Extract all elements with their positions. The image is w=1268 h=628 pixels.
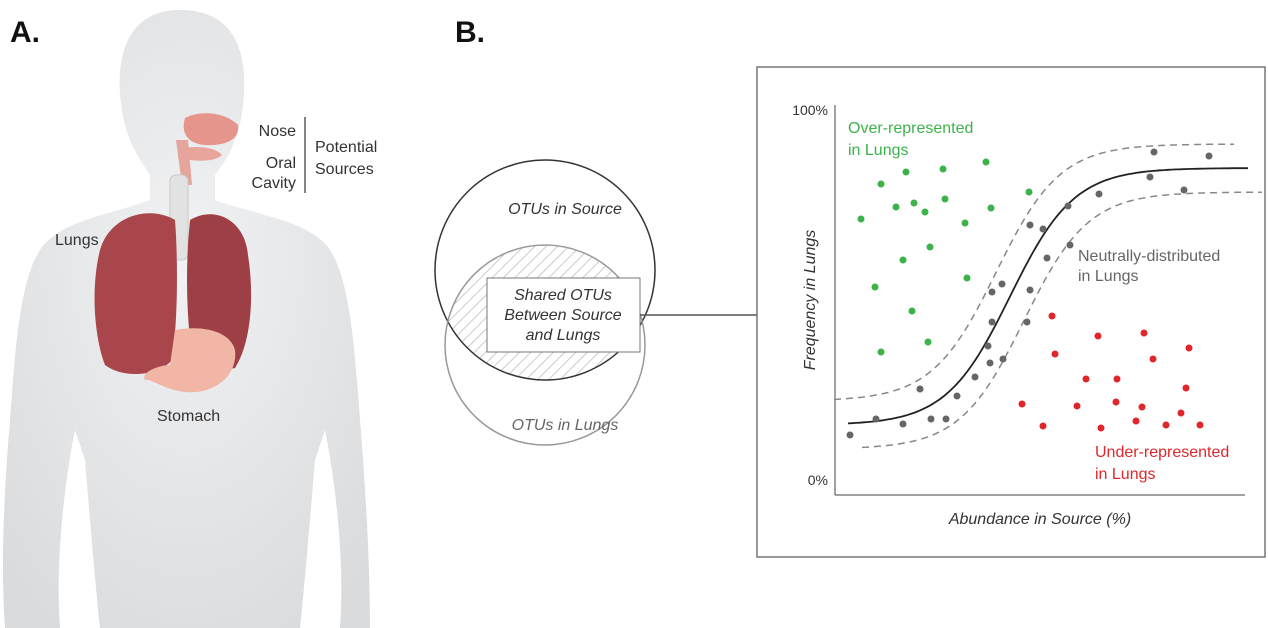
point <box>1040 226 1047 233</box>
y-tick-label: 0% <box>808 472 828 488</box>
point <box>917 386 924 393</box>
venn-label: OTUs in Source <box>508 201 622 218</box>
point <box>911 200 918 207</box>
point <box>922 209 929 216</box>
panel-label: A. <box>10 16 40 49</box>
point <box>1074 403 1081 410</box>
point <box>1197 422 1204 429</box>
point <box>925 339 932 346</box>
label-stomach: Stomach <box>157 408 220 425</box>
point <box>858 216 865 223</box>
group-label: in Lungs <box>1078 268 1139 285</box>
label-oral: Oral <box>266 155 296 172</box>
point <box>893 204 900 211</box>
point <box>900 257 907 264</box>
point <box>873 416 880 423</box>
point <box>1096 191 1103 198</box>
point <box>1133 418 1140 425</box>
point <box>1183 385 1190 392</box>
point <box>988 205 995 212</box>
point <box>1150 356 1157 363</box>
group-label: Under-represented <box>1095 444 1229 461</box>
point <box>989 319 996 326</box>
group-label: in Lungs <box>848 142 909 159</box>
venn-label: OTUs in Lungs <box>512 417 619 434</box>
point <box>964 275 971 282</box>
label-sources: Potential <box>315 139 377 156</box>
point <box>983 159 990 166</box>
label-lungs: Lungs <box>55 232 99 249</box>
point <box>1113 399 1120 406</box>
point <box>1044 255 1051 262</box>
point <box>1141 330 1148 337</box>
schematic-points <box>847 149 1213 439</box>
point <box>909 308 916 315</box>
panel-label: B. <box>455 16 485 49</box>
y-tick-label: 100% <box>792 102 828 118</box>
point <box>999 281 1006 288</box>
venn-shared: Between Source <box>504 307 622 324</box>
point <box>987 360 994 367</box>
point <box>1067 242 1074 249</box>
point <box>1114 376 1121 383</box>
point <box>1151 149 1158 156</box>
group-label: Neutrally-distributed <box>1078 248 1220 265</box>
body-illustration <box>3 10 370 628</box>
venn-shared: Shared OTUs <box>514 287 612 304</box>
confidence-band <box>834 144 1234 399</box>
point <box>1027 287 1034 294</box>
point <box>962 220 969 227</box>
point <box>1139 404 1146 411</box>
plot-frame <box>757 67 1265 557</box>
point <box>943 416 950 423</box>
point <box>903 169 910 176</box>
point <box>928 416 935 423</box>
label-oral: Cavity <box>252 175 296 192</box>
y-axis-title: Frequency in Lungs <box>802 230 819 371</box>
point <box>1065 203 1072 210</box>
point <box>1163 422 1170 429</box>
point <box>1095 333 1102 340</box>
point <box>940 166 947 173</box>
point <box>1083 376 1090 383</box>
point <box>1147 174 1154 181</box>
point <box>1019 401 1026 408</box>
label-nose: Nose <box>259 123 296 140</box>
point <box>972 374 979 381</box>
point <box>1186 345 1193 352</box>
label-sources: Sources <box>315 161 374 178</box>
point <box>872 284 879 291</box>
point <box>878 349 885 356</box>
neutral-curves <box>834 144 1262 447</box>
point <box>954 393 961 400</box>
group-label: Over-represented <box>848 120 973 137</box>
point <box>942 196 949 203</box>
point <box>927 244 934 251</box>
point <box>1040 423 1047 430</box>
point <box>1049 313 1056 320</box>
point <box>847 432 854 439</box>
point <box>1098 425 1105 432</box>
point <box>1181 187 1188 194</box>
point <box>900 421 907 428</box>
venn-shared: and Lungs <box>526 327 601 344</box>
point <box>878 181 885 188</box>
point <box>1000 356 1007 363</box>
point <box>1026 189 1033 196</box>
group-label: in Lungs <box>1095 466 1156 483</box>
point <box>1024 319 1031 326</box>
point <box>989 289 996 296</box>
x-axis-title: Abundance in Source (%) <box>948 511 1131 528</box>
figure: A. Nose Oral Cavity Potential Sources Lu… <box>0 0 1268 628</box>
point <box>1178 410 1185 417</box>
point <box>1052 351 1059 358</box>
point <box>985 343 992 350</box>
point <box>1206 153 1213 160</box>
point <box>1027 222 1034 229</box>
